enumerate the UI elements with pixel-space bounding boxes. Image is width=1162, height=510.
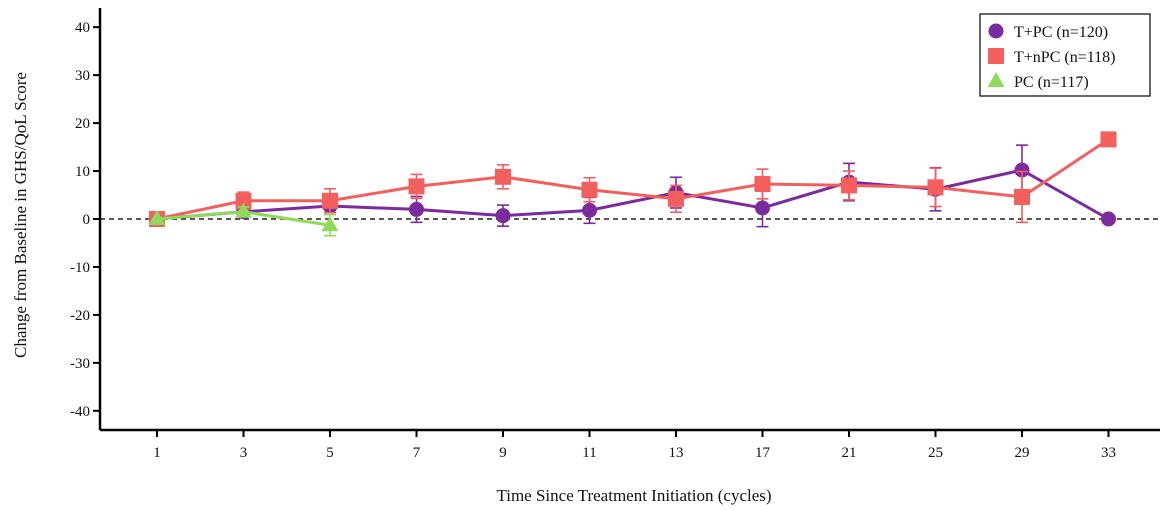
y-tick-label: -10 [70, 260, 90, 276]
data-point [495, 208, 511, 224]
data-point [668, 190, 684, 207]
data-point [322, 192, 338, 209]
y-tick-label: 0 [83, 212, 91, 228]
y-tick-label: 20 [75, 116, 90, 132]
y-tick-label: 10 [75, 164, 90, 180]
data-point [148, 210, 166, 225]
x-axis-label: Time Since Treatment Initiation (cycles) [496, 486, 771, 505]
data-point [927, 179, 944, 196]
x-tick-label: 33 [1101, 445, 1116, 461]
data-point [1101, 211, 1116, 227]
data-point [235, 192, 252, 209]
data-point [755, 200, 770, 216]
series-circle [149, 144, 1116, 228]
legend-marker [988, 48, 1004, 64]
y-tick-label: 30 [75, 68, 90, 84]
y-tick-label: -20 [70, 308, 90, 324]
x-tick-label: 29 [1015, 445, 1030, 461]
y-tick-label: 40 [75, 20, 90, 36]
data-point [495, 168, 511, 185]
data-point [1014, 188, 1030, 205]
legend-marker [987, 72, 1005, 87]
y-tick-label: -30 [70, 356, 90, 372]
legend-label: PC (n=117) [1014, 74, 1089, 91]
data-point [235, 202, 252, 218]
x-tick-label: 21 [842, 445, 857, 461]
data-point [582, 202, 597, 218]
data-point [581, 181, 598, 198]
series-triangle [148, 202, 339, 237]
y-tick-label: -40 [70, 404, 90, 420]
data-point [841, 177, 857, 194]
x-axis-ticks: 1 3 5 7 9 11 13 17 21 25 29 33 [153, 430, 1116, 461]
x-tick-label: 5 [326, 445, 334, 461]
data-point [754, 175, 771, 192]
data-point [321, 216, 339, 232]
x-tick-label: 3 [240, 445, 248, 461]
series-layer [148, 131, 1117, 237]
x-tick-label: 25 [928, 445, 943, 461]
y-axis-label: Change from Baseline in GHS/QoL Score [11, 72, 30, 358]
x-tick-label: 9 [499, 445, 507, 461]
data-point [408, 178, 425, 195]
series-line [156, 168, 1110, 221]
data-point [409, 201, 424, 217]
data-point [1014, 162, 1030, 178]
x-tick-label: 7 [413, 445, 421, 461]
x-tick-label: 17 [755, 445, 771, 461]
series-line [156, 138, 1110, 221]
series-square [149, 131, 1117, 227]
x-tick-label: 1 [153, 445, 161, 461]
legend-label: T+PC (n=120) [1014, 24, 1108, 41]
legend-box [979, 13, 1151, 97]
legend-marker [988, 23, 1004, 39]
y-axis-ticks: -40 -30 -20 -10 0 10 20 30 40 [70, 20, 100, 420]
x-tick-label: 13 [669, 445, 684, 461]
data-point [1100, 131, 1117, 148]
legend: T+PC (n=120) T+nPC (n=118) PC (n=117) [979, 13, 1151, 97]
legend-label: T+nPC (n=118) [1014, 49, 1115, 66]
x-tick-label: 11 [582, 445, 596, 461]
